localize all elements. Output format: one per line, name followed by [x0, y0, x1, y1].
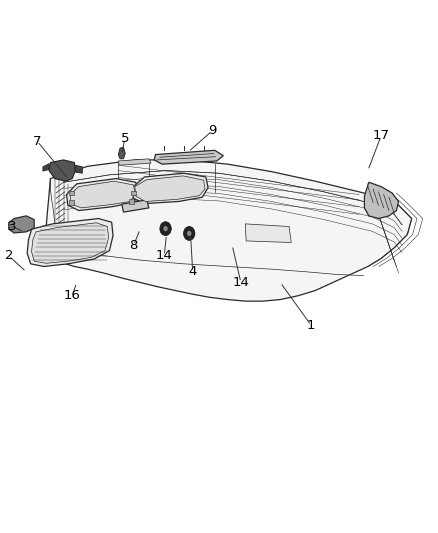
Bar	[69, 200, 74, 205]
Polygon shape	[132, 173, 208, 204]
Polygon shape	[75, 165, 82, 173]
Circle shape	[163, 226, 168, 231]
Polygon shape	[122, 200, 149, 212]
Bar	[129, 199, 134, 204]
Polygon shape	[118, 159, 151, 165]
Bar	[69, 191, 74, 195]
Text: 8: 8	[129, 239, 138, 252]
Text: 5: 5	[120, 132, 129, 145]
Circle shape	[160, 222, 171, 236]
Polygon shape	[364, 182, 399, 219]
Circle shape	[184, 227, 195, 240]
Text: 1: 1	[307, 319, 315, 332]
Text: 14: 14	[156, 249, 173, 262]
Text: 9: 9	[208, 124, 217, 137]
Polygon shape	[67, 179, 138, 211]
Polygon shape	[70, 181, 135, 208]
Polygon shape	[245, 224, 291, 243]
Text: 7: 7	[33, 135, 42, 148]
Text: 4: 4	[188, 265, 197, 278]
Polygon shape	[135, 176, 205, 201]
Polygon shape	[27, 219, 113, 266]
Polygon shape	[32, 223, 109, 263]
Text: 2: 2	[4, 249, 13, 262]
Polygon shape	[118, 147, 125, 159]
Text: 16: 16	[64, 289, 81, 302]
Text: 14: 14	[233, 276, 249, 289]
Polygon shape	[46, 160, 412, 301]
Text: 17: 17	[373, 130, 389, 142]
Polygon shape	[43, 164, 49, 171]
Polygon shape	[154, 150, 223, 164]
Circle shape	[187, 231, 191, 236]
Text: 3: 3	[8, 220, 17, 233]
Polygon shape	[49, 160, 75, 181]
Bar	[131, 191, 136, 195]
Polygon shape	[9, 216, 34, 233]
